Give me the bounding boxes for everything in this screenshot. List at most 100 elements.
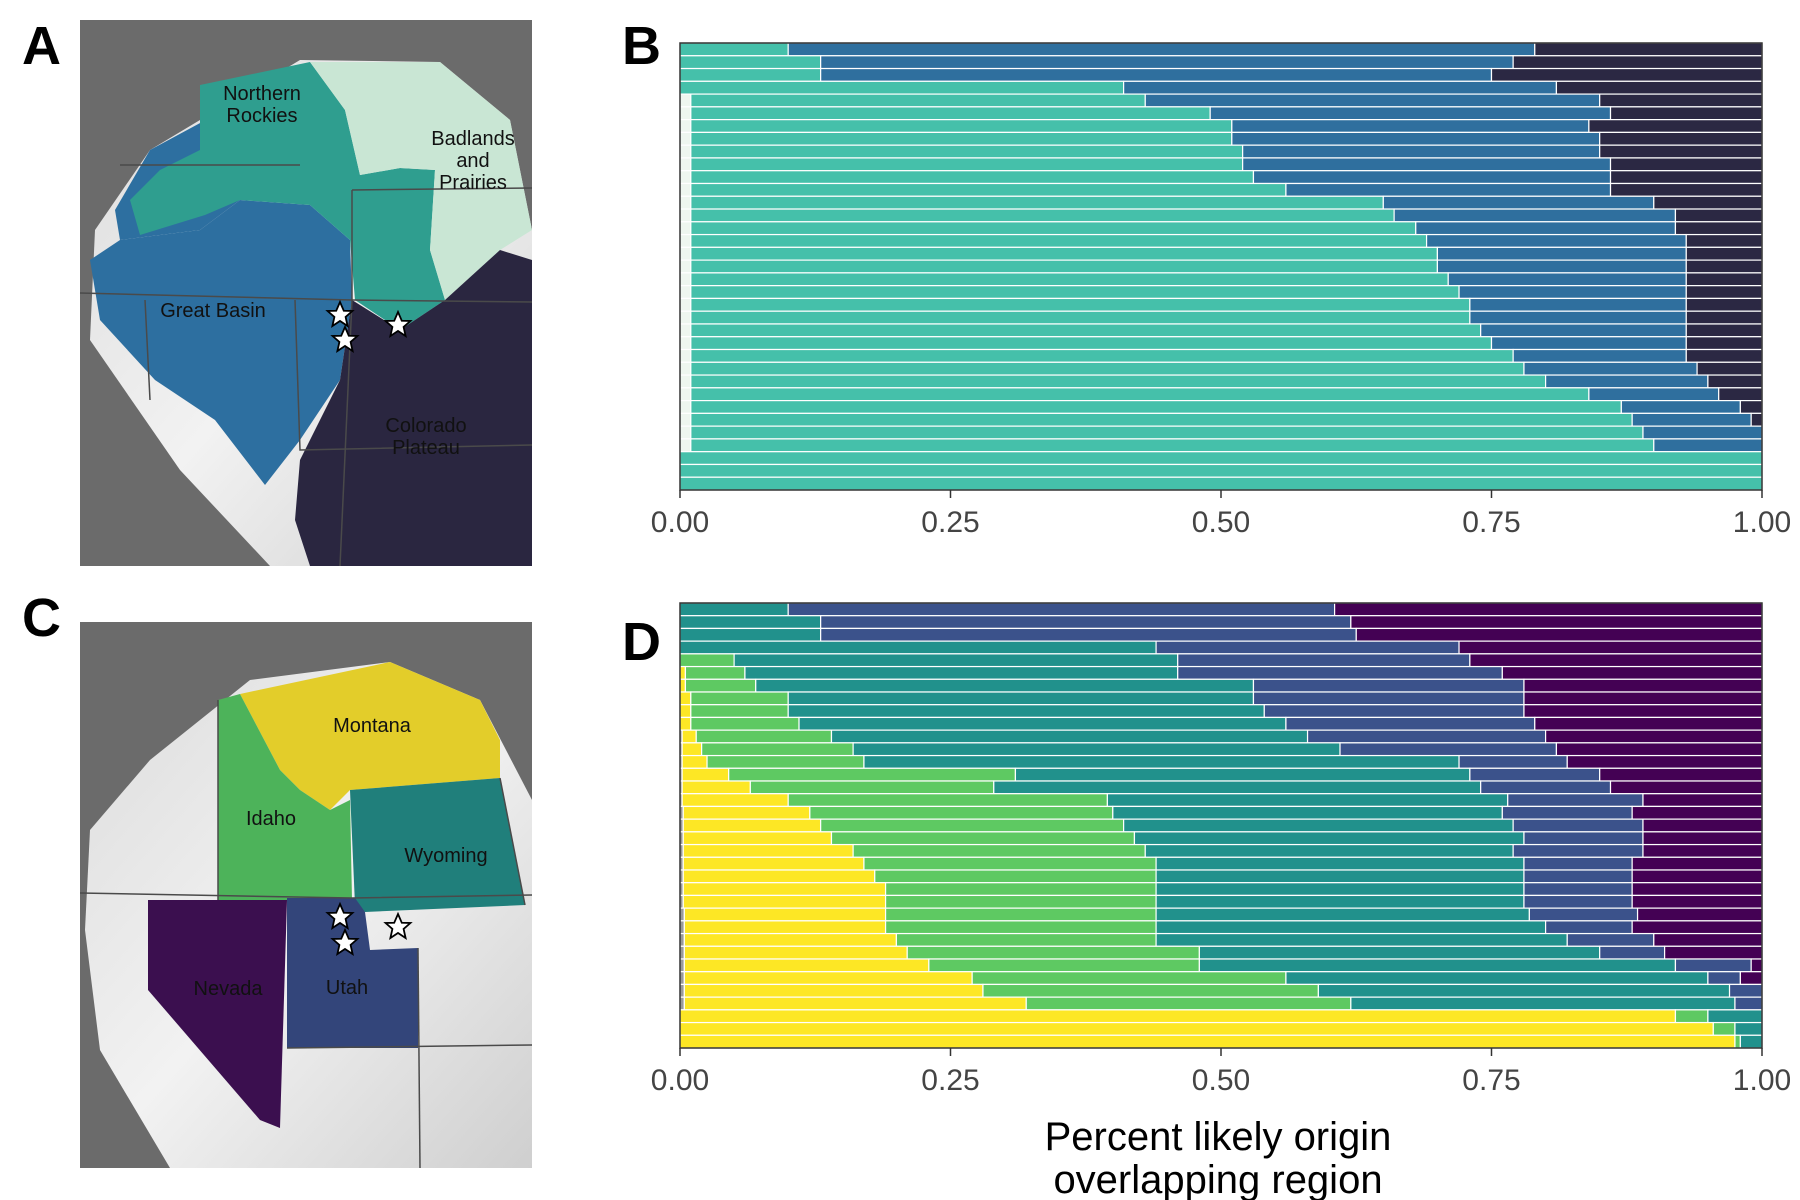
chart-d-bar-row13-seg4 bbox=[863, 754, 1460, 769]
star-icon bbox=[383, 911, 413, 940]
chart-d-bar-row23-seg6 bbox=[1631, 882, 1763, 897]
chart-d-bar-row26-seg3 bbox=[884, 920, 1157, 935]
chart-d-bar-row23-seg3 bbox=[884, 882, 1157, 897]
chart-d-bar-row21-seg5 bbox=[1523, 856, 1633, 871]
chart-d-bar-row12-seg5 bbox=[1339, 742, 1558, 757]
chart-b-bar-row5-seg2 bbox=[690, 93, 1146, 108]
chart-d-bar-row7-seg2 bbox=[679, 678, 687, 693]
chart-d-bar-row3-seg6 bbox=[1355, 627, 1763, 642]
chart-b-bar-row4-seg4 bbox=[1555, 80, 1763, 95]
map-a-region-great-basin bbox=[90, 200, 352, 485]
chart-b-bar-row6-seg1 bbox=[679, 106, 692, 121]
chart-d-bar-row15-seg4 bbox=[993, 780, 1482, 795]
chart-d-bar-row35-seg4 bbox=[1739, 1034, 1763, 1049]
chart-d-bar-row34-seg2 bbox=[679, 1021, 1714, 1036]
map-label-badlands-2: and bbox=[456, 150, 489, 172]
chart-b-bar-row15-seg3 bbox=[1415, 221, 1677, 236]
chart-b-bar-row7-seg1 bbox=[679, 119, 692, 133]
chart-b-bar-row12-seg1 bbox=[679, 182, 692, 197]
chart-b-bar-row20-seg3 bbox=[1458, 285, 1687, 300]
chart-d-bar-row29-seg6 bbox=[1750, 958, 1763, 973]
chart-b-bar-row14-seg1 bbox=[679, 208, 692, 223]
chart-d-bar-row16-seg2 bbox=[681, 793, 789, 808]
chart-b-bar-row2-seg3 bbox=[820, 55, 1514, 70]
chart-d-bar-row9-seg5 bbox=[1263, 704, 1525, 719]
chart-d-bar-row17-seg5 bbox=[1501, 805, 1633, 820]
chart-d-bar-row26-seg4 bbox=[1155, 920, 1547, 935]
chart-b-bar-row2-seg4 bbox=[1512, 55, 1763, 70]
map-a-labels: Northern Rockies Badlands and Prairies G… bbox=[160, 83, 515, 459]
chart-d-bar-row17-seg6 bbox=[1631, 805, 1763, 820]
chart-d-bars bbox=[679, 602, 1763, 1049]
chart-b-bar-row21-seg4 bbox=[1685, 297, 1763, 312]
chart-b-bar-row30-seg1 bbox=[679, 412, 692, 427]
map-a-region-colorado-plateau bbox=[295, 250, 532, 566]
chart-b-bar-row35-seg2 bbox=[679, 476, 1763, 491]
chart-d-axis: 0.00 0.25 0.50 0.75 1.00 bbox=[651, 602, 1791, 1097]
chart-b-bar-row19-seg3 bbox=[1447, 272, 1687, 287]
chart-d-bar-row22-seg6 bbox=[1631, 869, 1763, 884]
chart-b-bar-row17-seg3 bbox=[1436, 246, 1687, 261]
panel-letter-a: A bbox=[22, 16, 61, 76]
chart-d-bar-row9-seg6 bbox=[1523, 704, 1763, 719]
chart-b-bar-row34-seg2 bbox=[679, 463, 1763, 478]
chart-b-bar-row23-seg3 bbox=[1480, 323, 1687, 338]
map-label-nevada: Nevada bbox=[194, 978, 264, 1000]
map-label-colorado-plateau-2: Plateau bbox=[392, 437, 460, 459]
chart-d-bar-row14-seg6 bbox=[1599, 767, 1763, 782]
map-a: Northern Rockies Badlands and Prairies G… bbox=[79, 20, 533, 567]
chart-d-bar-row13-seg6 bbox=[1566, 754, 1763, 769]
chart-b-bar-row16-seg3 bbox=[1425, 233, 1687, 248]
map-c-region-utah bbox=[287, 898, 418, 1048]
chart-d-bar-row21-seg2 bbox=[682, 856, 865, 871]
chart-b-axis: 0.00 0.25 0.50 0.75 1.00 bbox=[651, 42, 1791, 539]
chart-b-bar-row6-seg3 bbox=[1209, 106, 1612, 121]
chart-d-bar-row9-seg4 bbox=[787, 704, 1265, 719]
chart-b-bar-row24-seg3 bbox=[1490, 336, 1687, 351]
chart-b-bar-row31-seg1 bbox=[679, 425, 692, 440]
chart-d-bar-row24-seg3 bbox=[884, 894, 1157, 909]
chart-d-bar-row29-seg2 bbox=[683, 958, 930, 973]
chart-d-bar-row20-seg6 bbox=[1642, 843, 1763, 858]
chart-b-bar-row31-seg3 bbox=[1642, 425, 1763, 440]
chart-b-bar-row18-seg4 bbox=[1685, 259, 1763, 274]
chart-d-bar-row7-seg3 bbox=[684, 678, 757, 693]
chart-b-bar-row9-seg2 bbox=[690, 144, 1244, 159]
chart-d-bar-row5-seg4 bbox=[733, 653, 1179, 668]
chart-b-x-tick-label: 0.00 bbox=[651, 506, 709, 539]
chart-b-bar-row4-seg3 bbox=[1123, 80, 1558, 95]
chart-b-bar-row28-seg3 bbox=[1588, 387, 1720, 402]
chart-d-bar-row14-seg5 bbox=[1469, 767, 1601, 782]
chart-d-bar-row33-seg3 bbox=[1674, 1009, 1709, 1024]
chart-d-xlabel-line-1: Percent likely origin bbox=[1045, 1115, 1392, 1159]
chart-d-bar-row13-seg5 bbox=[1458, 754, 1568, 769]
chart-b-bar-row4-seg2 bbox=[679, 80, 1125, 95]
chart-b-bar-row32-seg2 bbox=[690, 438, 1655, 453]
map-label-wyoming: Wyoming bbox=[404, 845, 487, 867]
chart-d-bar-row9-seg2 bbox=[679, 704, 692, 719]
chart-b-bar-row26-seg2 bbox=[690, 361, 1525, 376]
chart-d-bar-row1-seg6 bbox=[1334, 602, 1763, 617]
chart-b-bar-row3-seg3 bbox=[820, 67, 1493, 82]
chart-b-bar-row13-seg3 bbox=[1382, 195, 1655, 210]
star-icon bbox=[325, 901, 355, 930]
chart-d-x-tick-label: 0.75 bbox=[1462, 1064, 1520, 1097]
chart-d-bar-row31-seg3 bbox=[982, 983, 1319, 998]
star-icon bbox=[383, 309, 413, 338]
chart-d-bar-row33-seg4 bbox=[1707, 1009, 1763, 1024]
chart-b-bar-row14-seg2 bbox=[690, 208, 1395, 223]
chart-d-bar-row15-seg3 bbox=[749, 780, 995, 795]
chart-d-bar-row6-seg5 bbox=[1177, 665, 1503, 680]
chart-d-bar-row22-seg2 bbox=[682, 869, 876, 884]
chart-d-bar-row20-seg5 bbox=[1512, 843, 1644, 858]
chart-b-bar-row13-seg4 bbox=[1653, 195, 1763, 210]
chart-b-bar-row24-seg4 bbox=[1685, 336, 1763, 351]
chart-d-bar-row11-seg4 bbox=[830, 729, 1309, 744]
chart-d-bar-row16-seg6 bbox=[1642, 793, 1763, 808]
chart-b-bar-row21-seg1 bbox=[679, 297, 692, 312]
chart-d-bar-row23-seg2 bbox=[682, 882, 887, 897]
chart-d-bar-row30-seg4 bbox=[1285, 971, 1709, 986]
chart-b-bar-row28-seg4 bbox=[1718, 387, 1763, 402]
chart-d-bar-row10-seg6 bbox=[1534, 716, 1763, 731]
